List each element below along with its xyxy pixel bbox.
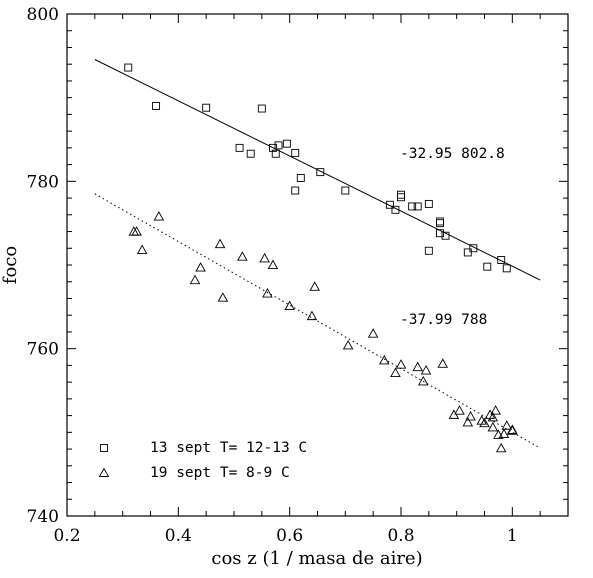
legend-label: 13 sept T= 12-13 C — [150, 440, 307, 456]
legend: 13 sept T= 12-13 C 19 sept T= 8-9 C — [98, 440, 307, 481]
fit-annotation: -37.99 788 — [400, 312, 487, 328]
triangle-point — [501, 420, 513, 430]
square-point — [441, 231, 450, 240]
y-tick-label: 740 — [27, 507, 59, 527]
triangle-point — [412, 361, 423, 372]
triangle-point — [214, 238, 226, 249]
square-point — [436, 219, 444, 228]
triangle-point — [479, 417, 490, 428]
square-point — [282, 139, 291, 148]
triangle-point — [136, 244, 148, 254]
square-point — [269, 143, 277, 152]
triangle-point — [259, 252, 270, 263]
square-point — [257, 104, 266, 113]
legend-label: 19 sept T= 8-9 C — [150, 465, 290, 481]
data-points — [124, 63, 518, 453]
x-tick-label: 0.4 — [165, 526, 192, 546]
y-axis-label: foco — [0, 246, 21, 284]
triangle-point — [153, 211, 165, 221]
axis-ticks — [66, 13, 569, 517]
triangle-point — [267, 259, 279, 270]
triangle-point — [465, 411, 476, 421]
triangle-point — [367, 328, 379, 338]
square-point — [397, 193, 405, 202]
triangle-point — [379, 354, 390, 365]
x-tick-label: 0.6 — [276, 526, 303, 546]
square-point — [436, 229, 444, 238]
plot-frame — [66, 13, 569, 517]
triangle-point — [420, 364, 432, 375]
triangle-point — [309, 281, 320, 291]
triangle-point — [493, 429, 504, 439]
square-point — [424, 199, 433, 208]
x-tick-label: 0.8 — [387, 526, 414, 546]
square-point — [391, 205, 400, 214]
x-tick-label: 0.2 — [53, 526, 80, 546]
x-tick-label: 1 — [507, 526, 518, 546]
triangle-point — [131, 226, 142, 236]
triangle-point — [498, 428, 510, 439]
fit-annotation: -32.95 802.8 — [400, 146, 505, 162]
square-point — [469, 244, 478, 253]
legend-triangle-marker — [98, 467, 110, 478]
triangle-point — [487, 421, 499, 432]
legend-square-marker — [100, 444, 108, 452]
y-tick-label: 800 — [27, 5, 59, 25]
square-point — [271, 149, 280, 158]
series-square — [124, 63, 511, 273]
triangle-point — [342, 339, 354, 350]
fit-line-solid — [94, 59, 541, 281]
triangle-point — [395, 359, 407, 369]
triangle-point — [262, 288, 273, 298]
square-point — [424, 246, 433, 255]
triangle-point — [487, 411, 499, 422]
square-point — [408, 202, 417, 211]
fit-lines — [94, 59, 541, 449]
triangle-point — [195, 262, 206, 272]
x-axis-label: cos z (1 / masa de aire) — [211, 548, 422, 569]
series-triangle — [128, 211, 518, 453]
triangle-point — [189, 274, 201, 285]
square-point — [497, 256, 506, 264]
triangle-point — [495, 442, 507, 453]
square-point — [235, 143, 244, 152]
square-point — [413, 202, 422, 211]
triangle-point — [490, 405, 501, 415]
triangle-point — [284, 300, 295, 311]
square-point — [202, 103, 211, 112]
square-point — [436, 217, 444, 226]
square-point — [124, 63, 133, 72]
square-point — [296, 174, 305, 182]
square-point — [502, 264, 511, 273]
square-point — [483, 262, 492, 271]
square-point — [274, 141, 283, 150]
square-point — [463, 248, 472, 257]
y-tick-label: 760 — [27, 340, 59, 360]
square-point — [152, 102, 161, 110]
triangle-point — [462, 416, 474, 427]
square-point — [341, 186, 350, 195]
square-point — [246, 149, 255, 158]
triangle-point — [306, 310, 318, 321]
text-labels: 0.2 0.4 0.6 0.8 1 740 760 780 800 -32.95 802.8 -37… — [27, 5, 518, 546]
triangle-point — [418, 375, 429, 386]
triangle-point — [454, 405, 465, 415]
triangle-point — [437, 358, 449, 368]
square-point — [385, 200, 394, 209]
y-tick-label: 780 — [27, 172, 59, 192]
triangle-point — [390, 367, 401, 377]
triangle-point — [217, 292, 229, 302]
square-point — [397, 190, 405, 199]
square-point — [291, 186, 300, 195]
triangle-point — [507, 424, 518, 434]
square-point — [291, 148, 300, 157]
square-point — [316, 168, 325, 177]
triangle-point — [237, 251, 248, 261]
